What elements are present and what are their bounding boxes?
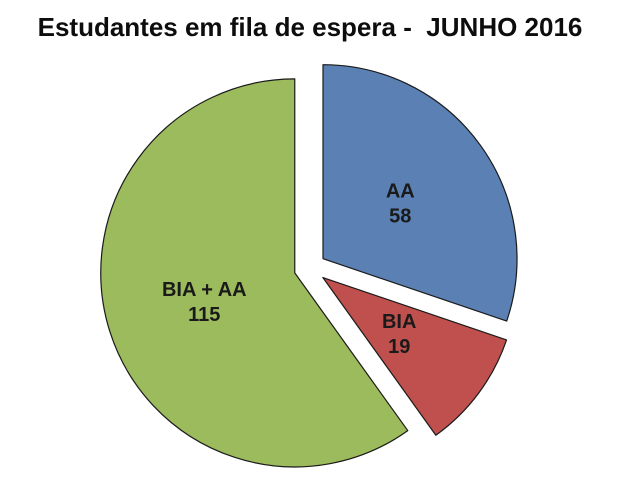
slice-label: BIA + AA	[162, 279, 247, 301]
pie-slice-bia	[322, 276, 508, 436]
slice-label: AA	[386, 180, 415, 202]
pie-slice-aa	[322, 64, 518, 322]
slice-value: 115	[188, 304, 220, 326]
slice-value: 58	[389, 205, 411, 227]
slice-value: 19	[388, 336, 410, 358]
slice-label: BIA	[382, 311, 416, 333]
pie-slice-bia-aa	[100, 78, 409, 468]
chart-title: Estudantes em fila de espera - JUNHO 201…	[37, 12, 583, 42]
